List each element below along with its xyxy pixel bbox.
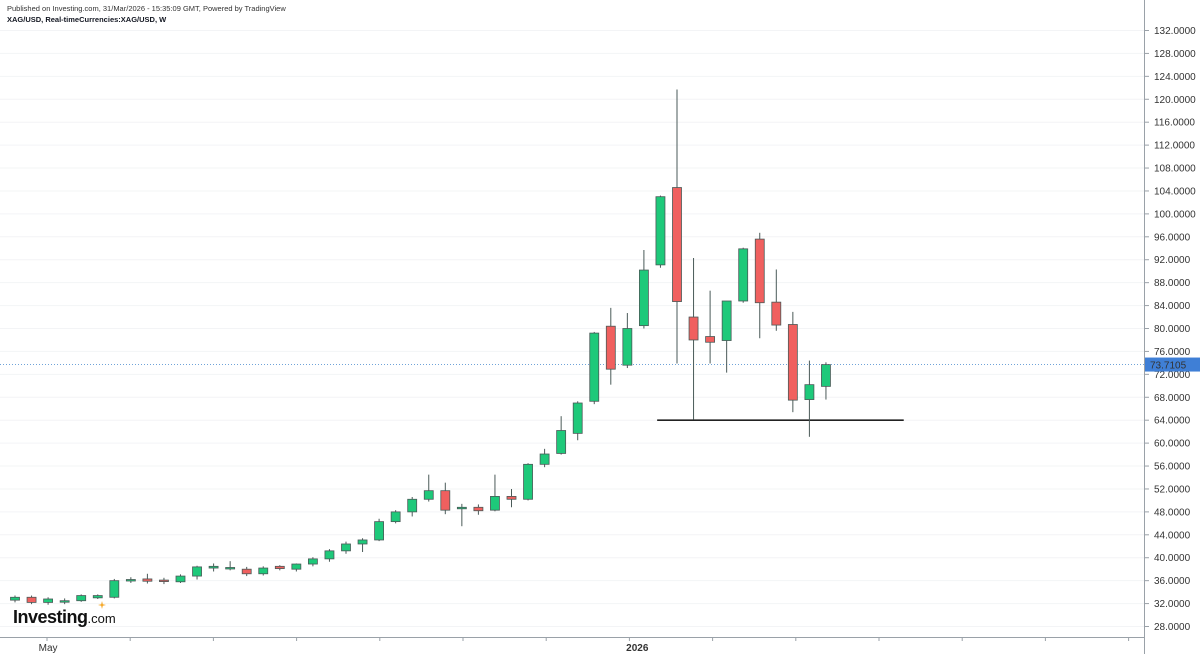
candle-up [43, 598, 53, 603]
y-tick-label: 104.0000 [1154, 186, 1196, 197]
candle-down [688, 316, 699, 341]
logo-main: Investing [13, 607, 88, 627]
candle-up [225, 567, 236, 570]
y-tick-label: 112.0000 [1154, 141, 1195, 152]
candle-up [175, 575, 186, 583]
chart-header: Published on Investing.com, 31/Mar/2026 … [7, 3, 286, 25]
candle-up [92, 595, 103, 599]
candle-down [605, 325, 616, 370]
candle-down [771, 301, 782, 326]
candle-up [357, 539, 368, 545]
candle-up [589, 332, 600, 402]
y-tick-label: 128.0000 [1154, 49, 1196, 60]
candle-down [705, 336, 715, 343]
candle-up [341, 543, 351, 552]
y-tick-label: 68.0000 [1154, 393, 1191, 404]
y-tick-label: 32.0000 [1154, 599, 1191, 610]
candle-up [456, 506, 467, 510]
candle-up [821, 364, 831, 387]
y-tick-label: 88.0000 [1154, 278, 1191, 289]
y-tick-label: 84.0000 [1154, 301, 1191, 312]
candle-up [738, 248, 749, 302]
candle-up [374, 521, 385, 541]
y-tick-label: 76.0000 [1154, 347, 1191, 358]
candle-down [241, 568, 252, 575]
candle-up [407, 498, 418, 513]
candle-up [324, 550, 335, 560]
candle-up [639, 269, 649, 327]
candle-up [76, 595, 87, 602]
candle-up [258, 567, 269, 575]
candle-up [556, 430, 567, 454]
y-tick-label: 108.0000 [1154, 164, 1196, 175]
candle-up [125, 579, 136, 582]
y-tick-label: 132.0000 [1154, 26, 1196, 37]
candle-down [142, 578, 153, 582]
candle-up [721, 300, 732, 341]
x-tick-label: 2026 [626, 643, 649, 654]
candle-up [59, 600, 70, 603]
candle-up [192, 566, 202, 577]
candle-down [26, 596, 37, 603]
price-badge-label: 73.7105 [1150, 361, 1187, 372]
x-tick-label: May [39, 643, 58, 654]
y-tick-label: 96.0000 [1154, 232, 1191, 243]
candle-down [787, 324, 798, 401]
y-tick-label: 72.0000 [1154, 370, 1191, 381]
candle-down [506, 496, 517, 500]
y-tick-label: 120.0000 [1154, 95, 1196, 106]
symbol-label: XAG/USD, Real-timeCurrencies:XAG/USD, W [7, 15, 167, 24]
y-tick-label: 116.0000 [1154, 118, 1195, 129]
y-tick-label: 40.0000 [1154, 553, 1191, 564]
candle-down [274, 565, 285, 570]
y-tick-label: 60.0000 [1154, 439, 1191, 450]
candle-down [672, 187, 682, 302]
candle-down [754, 238, 765, 304]
candle-up [307, 558, 318, 565]
candle-up [109, 580, 120, 598]
candle-up [655, 196, 666, 266]
y-tick-label: 64.0000 [1154, 416, 1191, 427]
y-tick-label: 52.0000 [1154, 484, 1191, 495]
y-tick-label: 48.0000 [1154, 507, 1191, 518]
y-tick-label: 36.0000 [1154, 576, 1191, 587]
y-tick-label: 92.0000 [1154, 255, 1191, 266]
y-tick-label: 56.0000 [1154, 462, 1191, 473]
candle-down [440, 490, 451, 511]
candle-up [622, 328, 633, 366]
candle-up [423, 490, 434, 500]
price-badge [1145, 357, 1200, 372]
candle-up [523, 463, 533, 500]
y-tick-label: 44.0000 [1154, 530, 1191, 541]
y-tick-label: 80.0000 [1154, 324, 1191, 335]
candle-up [804, 384, 815, 400]
logo-spark-icon [98, 601, 106, 609]
candle-up [539, 453, 550, 465]
candle-up [208, 565, 219, 569]
y-tick-label: 100.0000 [1154, 209, 1196, 220]
candle-up [10, 596, 20, 601]
logo-suffix: .com [87, 611, 116, 626]
candle-up [291, 563, 302, 570]
investing-logo: Investing.com [13, 601, 116, 628]
candle-down [159, 579, 169, 582]
candle-up [390, 511, 401, 523]
published-note: Published on Investing.com, 31/Mar/2026 … [7, 4, 286, 13]
y-tick-label: 28.0000 [1154, 622, 1191, 633]
candle-down [473, 506, 484, 512]
candle-up [490, 496, 500, 511]
y-tick-label: 124.0000 [1154, 72, 1196, 83]
candle-up [572, 402, 583, 434]
